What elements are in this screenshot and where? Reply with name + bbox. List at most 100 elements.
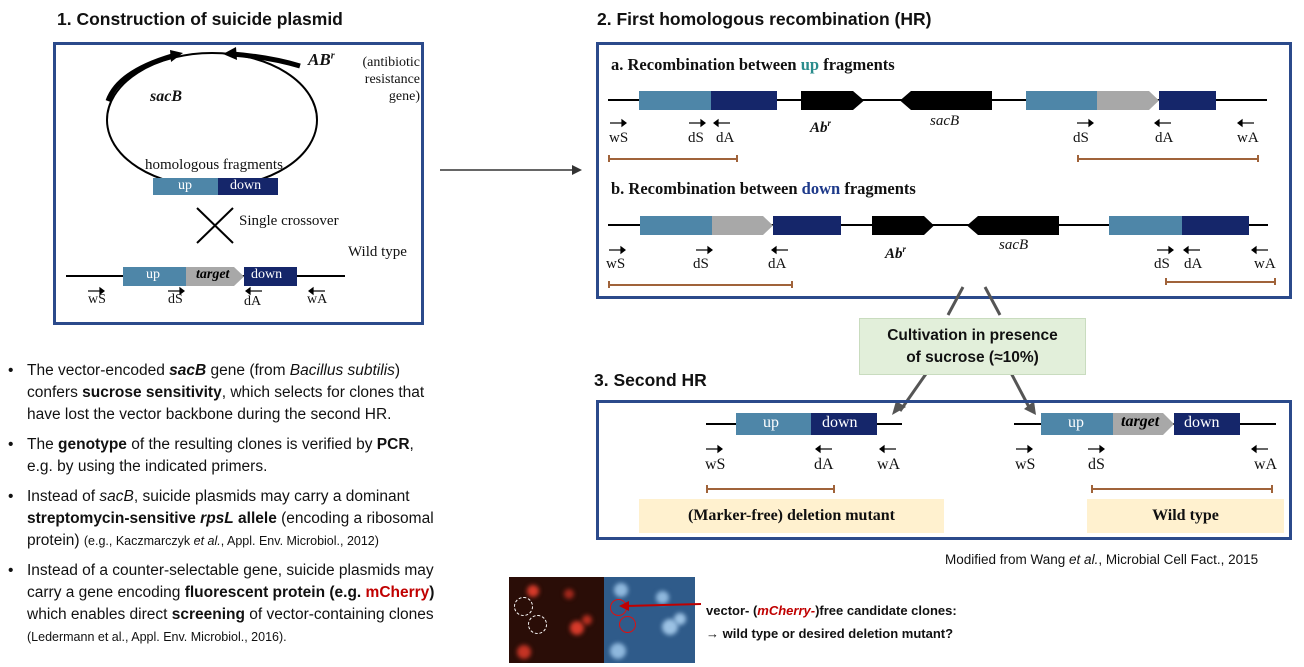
b-up-2 [1109, 216, 1182, 235]
primer-wa: wA [307, 292, 328, 307]
cultivation-box: Cultivation in presence of sucrose (≈10%… [859, 318, 1086, 375]
b-primer-ds-2: dS [1154, 256, 1170, 272]
sacb-gene-arc [105, 53, 173, 102]
s3-primer-ds: dS [1088, 456, 1105, 473]
a-sacb-gene [900, 91, 992, 110]
recomb-up-heading: a. Recombination between up fragments [611, 55, 895, 74]
b-up-1 [640, 216, 712, 235]
plasmid-up-label: up [178, 178, 192, 193]
deletion-mutant-label: (Marker-free) deletion mutant [639, 499, 944, 533]
a-abr-gene [801, 91, 864, 110]
mcherry-fluorescence-image [509, 577, 604, 663]
wt-down-fragment [244, 267, 297, 286]
sacb-arrowhead [170, 50, 183, 62]
plasmid-abr-label: ABr [308, 50, 335, 69]
b-primer-ds: dS [693, 256, 709, 272]
homologous-fragments-label: homologous fragments [145, 157, 283, 173]
a-up-1 [639, 91, 711, 110]
second-hr-diagram [706, 413, 1276, 493]
b-abr-label: Abr [885, 244, 907, 262]
s3-primer-wa-2: wA [1254, 456, 1278, 473]
s3-primer-ws-2: wS [1015, 456, 1036, 473]
mutant-up [736, 413, 811, 435]
b-target [712, 216, 773, 235]
primer-ds: dS [168, 292, 183, 307]
figure-credit: Modified from Wang et al., Microbial Cel… [945, 552, 1259, 567]
wt-target-label: target [196, 267, 230, 282]
panel1-primer-arrows [88, 286, 325, 296]
b-primer-ws: wS [606, 256, 626, 272]
wild-type-label: Wild type [348, 244, 407, 260]
a-abr-label: Abr [810, 118, 832, 136]
micro-caption: vector- (mCherry-)free candidate clones:… [706, 603, 957, 641]
mutant-up-label: up [763, 414, 779, 431]
wt-up [1041, 413, 1113, 435]
plasmid-sacb-label: sacB [150, 88, 182, 105]
pointer-arrow [619, 601, 702, 611]
wt-up-label-3: up [1068, 414, 1084, 431]
wt-target-label-3: target [1121, 413, 1160, 430]
b-primer-da: dA [768, 256, 787, 272]
a-primer-da: dA [716, 130, 735, 146]
a-sacb-label: sacB [930, 113, 960, 129]
section3-title: 3. Second HR [594, 370, 707, 390]
b-down-2 [1182, 216, 1249, 235]
b-abr-gene [872, 216, 934, 235]
b-sacb-gene [967, 216, 1059, 235]
a-primer-ds-2: dS [1073, 130, 1089, 146]
single-crossover-label: Single crossover [239, 213, 339, 229]
plasmid-diagram [66, 47, 345, 296]
mutant-down-label: down [822, 414, 858, 431]
abr-gene-arc [231, 51, 301, 69]
clone-red-circle-2 [619, 616, 636, 633]
section2-title: 2. First homologous recombination (HR) [597, 9, 932, 29]
s3-primer-wa: wA [877, 456, 901, 473]
section3-wildtype-label: Wild type [1087, 499, 1284, 533]
crossover-line-2 [196, 207, 234, 244]
a-primer-wa: wA [1237, 130, 1259, 146]
plasmid-down-label: down [230, 178, 262, 193]
b-primer-wa: wA [1254, 256, 1276, 272]
mutant-down [811, 413, 877, 435]
a-primer-ds: dS [688, 130, 704, 146]
first-hr-diagram [608, 91, 1276, 288]
wt-target [1113, 413, 1174, 435]
wt-down [1174, 413, 1240, 435]
section1-title: 1. Construction of suicide plasmid [57, 9, 343, 29]
primer-ws: wS [88, 292, 106, 307]
wt-up-fragment [123, 267, 186, 286]
recomb-down-heading: b. Recombination between down fragments [611, 179, 916, 198]
a-primer-da-2: dA [1155, 130, 1174, 146]
wt-down-label-3: down [1184, 414, 1220, 431]
b-down-1 [773, 216, 841, 235]
bullet-genotype: The genotype of the resulting clones is … [8, 434, 488, 478]
clone-circle-2 [528, 615, 547, 634]
primer-da: dA [244, 294, 262, 309]
plasmid-down-fragment [218, 178, 278, 195]
brightfield-image [604, 577, 695, 663]
a-target [1097, 91, 1159, 110]
plasmid-up-fragment [153, 178, 218, 195]
abr-arrowhead [223, 47, 237, 60]
wt-up-label: up [146, 267, 160, 282]
b-sacb-label: sacB [999, 237, 1029, 253]
wt-target-gene [186, 267, 244, 286]
a-up-2 [1026, 91, 1097, 110]
bullet-rpsl: Instead of sacB, suicide plasmids may ca… [8, 486, 488, 552]
second-hr-panel [596, 400, 1292, 540]
a-down-1 [711, 91, 777, 110]
b-primer-da-2: dA [1184, 256, 1203, 272]
s3-primer-da: dA [814, 456, 834, 473]
first-hr-panel [596, 42, 1292, 299]
bullet-sacb: The vector-encoded sacB gene (from Bacil… [8, 360, 488, 426]
flow-arrow-1-to-2 [440, 165, 582, 175]
s3-primer-ws: wS [705, 456, 726, 473]
a-primer-ws: wS [609, 130, 629, 146]
bullet-list: The vector-encoded sacB gene (from Bacil… [8, 360, 488, 656]
bullet-mcherry: Instead of a counter-selectable gene, su… [8, 560, 488, 648]
wt-down-label: down [251, 267, 283, 282]
abr-description: (antibiotic resistance gene) [362, 55, 420, 104]
clone-circle-1 [514, 597, 533, 616]
a-down-2 [1159, 91, 1216, 110]
plasmid-panel [53, 42, 424, 325]
